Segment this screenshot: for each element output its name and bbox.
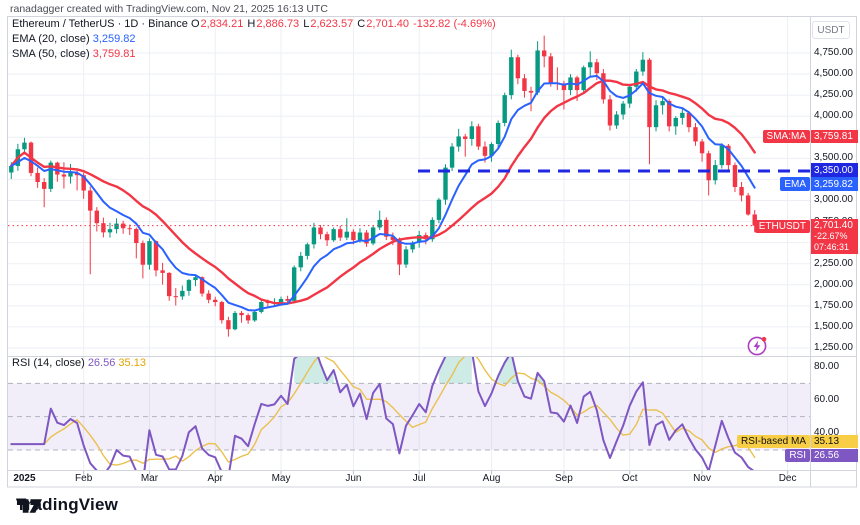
- legend-sma-row[interactable]: SMA (50, close) 3,759.81: [12, 48, 136, 60]
- rsi-tick-label[interactable]: 40.00: [814, 427, 840, 439]
- boost-lightning-icon[interactable]: [747, 336, 767, 356]
- price-tick-label[interactable]: 4,250.00: [814, 89, 853, 101]
- price-change-percent: -22.67%: [814, 231, 848, 241]
- ema-line-label[interactable]: EMA: [780, 177, 810, 191]
- level-price-badge[interactable]: 3,350.00: [811, 163, 858, 177]
- tradingview-logo[interactable]: TradingView: [16, 495, 118, 515]
- legend: Ethereum / TetherUS · 1D · Binance O2,83…: [12, 17, 497, 62]
- time-tick-label[interactable]: Jul: [412, 473, 426, 484]
- rsi-tick-label[interactable]: 60.00: [814, 394, 840, 405]
- rsi-legend[interactable]: RSI (14, close) 26.56 35.13: [12, 357, 146, 369]
- price-tick-label[interactable]: 3,500.00: [814, 152, 853, 164]
- tradingview-logo-mark: [16, 499, 43, 513]
- ema-value: 3,259.82: [92, 33, 136, 45]
- time-tick-label[interactable]: Oct: [621, 473, 638, 484]
- rsi-value: 26.56: [87, 357, 116, 369]
- current-price-badge[interactable]: 2,701.40 -22.67% 07:46:31: [811, 219, 858, 254]
- symbol-title: Ethereum / TetherUS · 1D · Binance: [12, 18, 188, 30]
- rsi-line-label[interactable]: RSI: [785, 449, 810, 462]
- sma-value: 3,759.81: [92, 48, 136, 60]
- time-tick-label[interactable]: Apr: [207, 473, 224, 484]
- price-tick-label[interactable]: 1,500.00: [814, 320, 853, 332]
- time-tick-label[interactable]: Sep: [555, 473, 573, 484]
- price-tick-label[interactable]: 4,500.00: [814, 68, 853, 80]
- rsi-band: [8, 382, 810, 451]
- sma-line-label[interactable]: SMA:MA: [762, 130, 810, 143]
- price-lines: [8, 169, 810, 227]
- price-tick-label[interactable]: 3,000.00: [814, 194, 853, 206]
- legend-ema-row[interactable]: EMA (20, close) 3,259.82: [12, 33, 136, 45]
- time-tick-label[interactable]: 2025: [13, 473, 36, 484]
- rsi-pane-series: [10, 357, 756, 470]
- price-tick-label[interactable]: 1,250.00: [814, 341, 853, 353]
- time-tick-label[interactable]: Nov: [693, 473, 711, 484]
- price-tick-label[interactable]: 1,750.00: [814, 299, 853, 311]
- rsi-ma-value: 35.13: [118, 357, 146, 369]
- credit-line: ranadagger created with TradingView.com,…: [10, 3, 328, 15]
- sma-price-badge[interactable]: 3,759.81: [811, 130, 858, 143]
- price-tick-label[interactable]: 2,000.00: [814, 278, 853, 290]
- time-tick-label[interactable]: Aug: [482, 473, 501, 484]
- quote-currency-badge: USDT: [812, 21, 850, 39]
- price-tick-label[interactable]: 4,000.00: [814, 110, 853, 122]
- candlestick-series: [9, 35, 757, 337]
- time-tick-label[interactable]: Feb: [75, 473, 93, 484]
- time-tick-label[interactable]: Dec: [778, 473, 797, 484]
- bar-countdown: 07:46:31: [814, 242, 850, 252]
- ema-price-badge[interactable]: 3,259.82: [811, 177, 858, 191]
- rsi-value-badge[interactable]: 26.56: [811, 449, 858, 462]
- time-tick-label[interactable]: Jun: [345, 473, 362, 484]
- frame: [7, 16, 857, 488]
- change-value: -132.82 (-4.69%): [413, 18, 496, 30]
- price-tick-label[interactable]: 2,250.00: [814, 257, 853, 269]
- ohlc-values: O2,834.21 H2,886.73 L2,623.57 C2,701.40 …: [190, 18, 496, 30]
- symbol-line-label[interactable]: ETHUSDT: [754, 220, 810, 233]
- legend-symbol-row[interactable]: Ethereum / TetherUS · 1D · Binance O2,83…: [12, 17, 497, 32]
- price-tick-label[interactable]: 4,750.00: [814, 47, 853, 58]
- time-tick-label[interactable]: May: [271, 473, 291, 484]
- moving-averages: [10, 74, 756, 312]
- rsi-ma-value-badge[interactable]: 35.13: [811, 435, 858, 448]
- rsi-tick-label[interactable]: 80.00: [814, 360, 840, 372]
- time-tick-label[interactable]: Mar: [140, 473, 159, 484]
- rsi-ma-line-label[interactable]: RSI-based MA: [736, 435, 810, 448]
